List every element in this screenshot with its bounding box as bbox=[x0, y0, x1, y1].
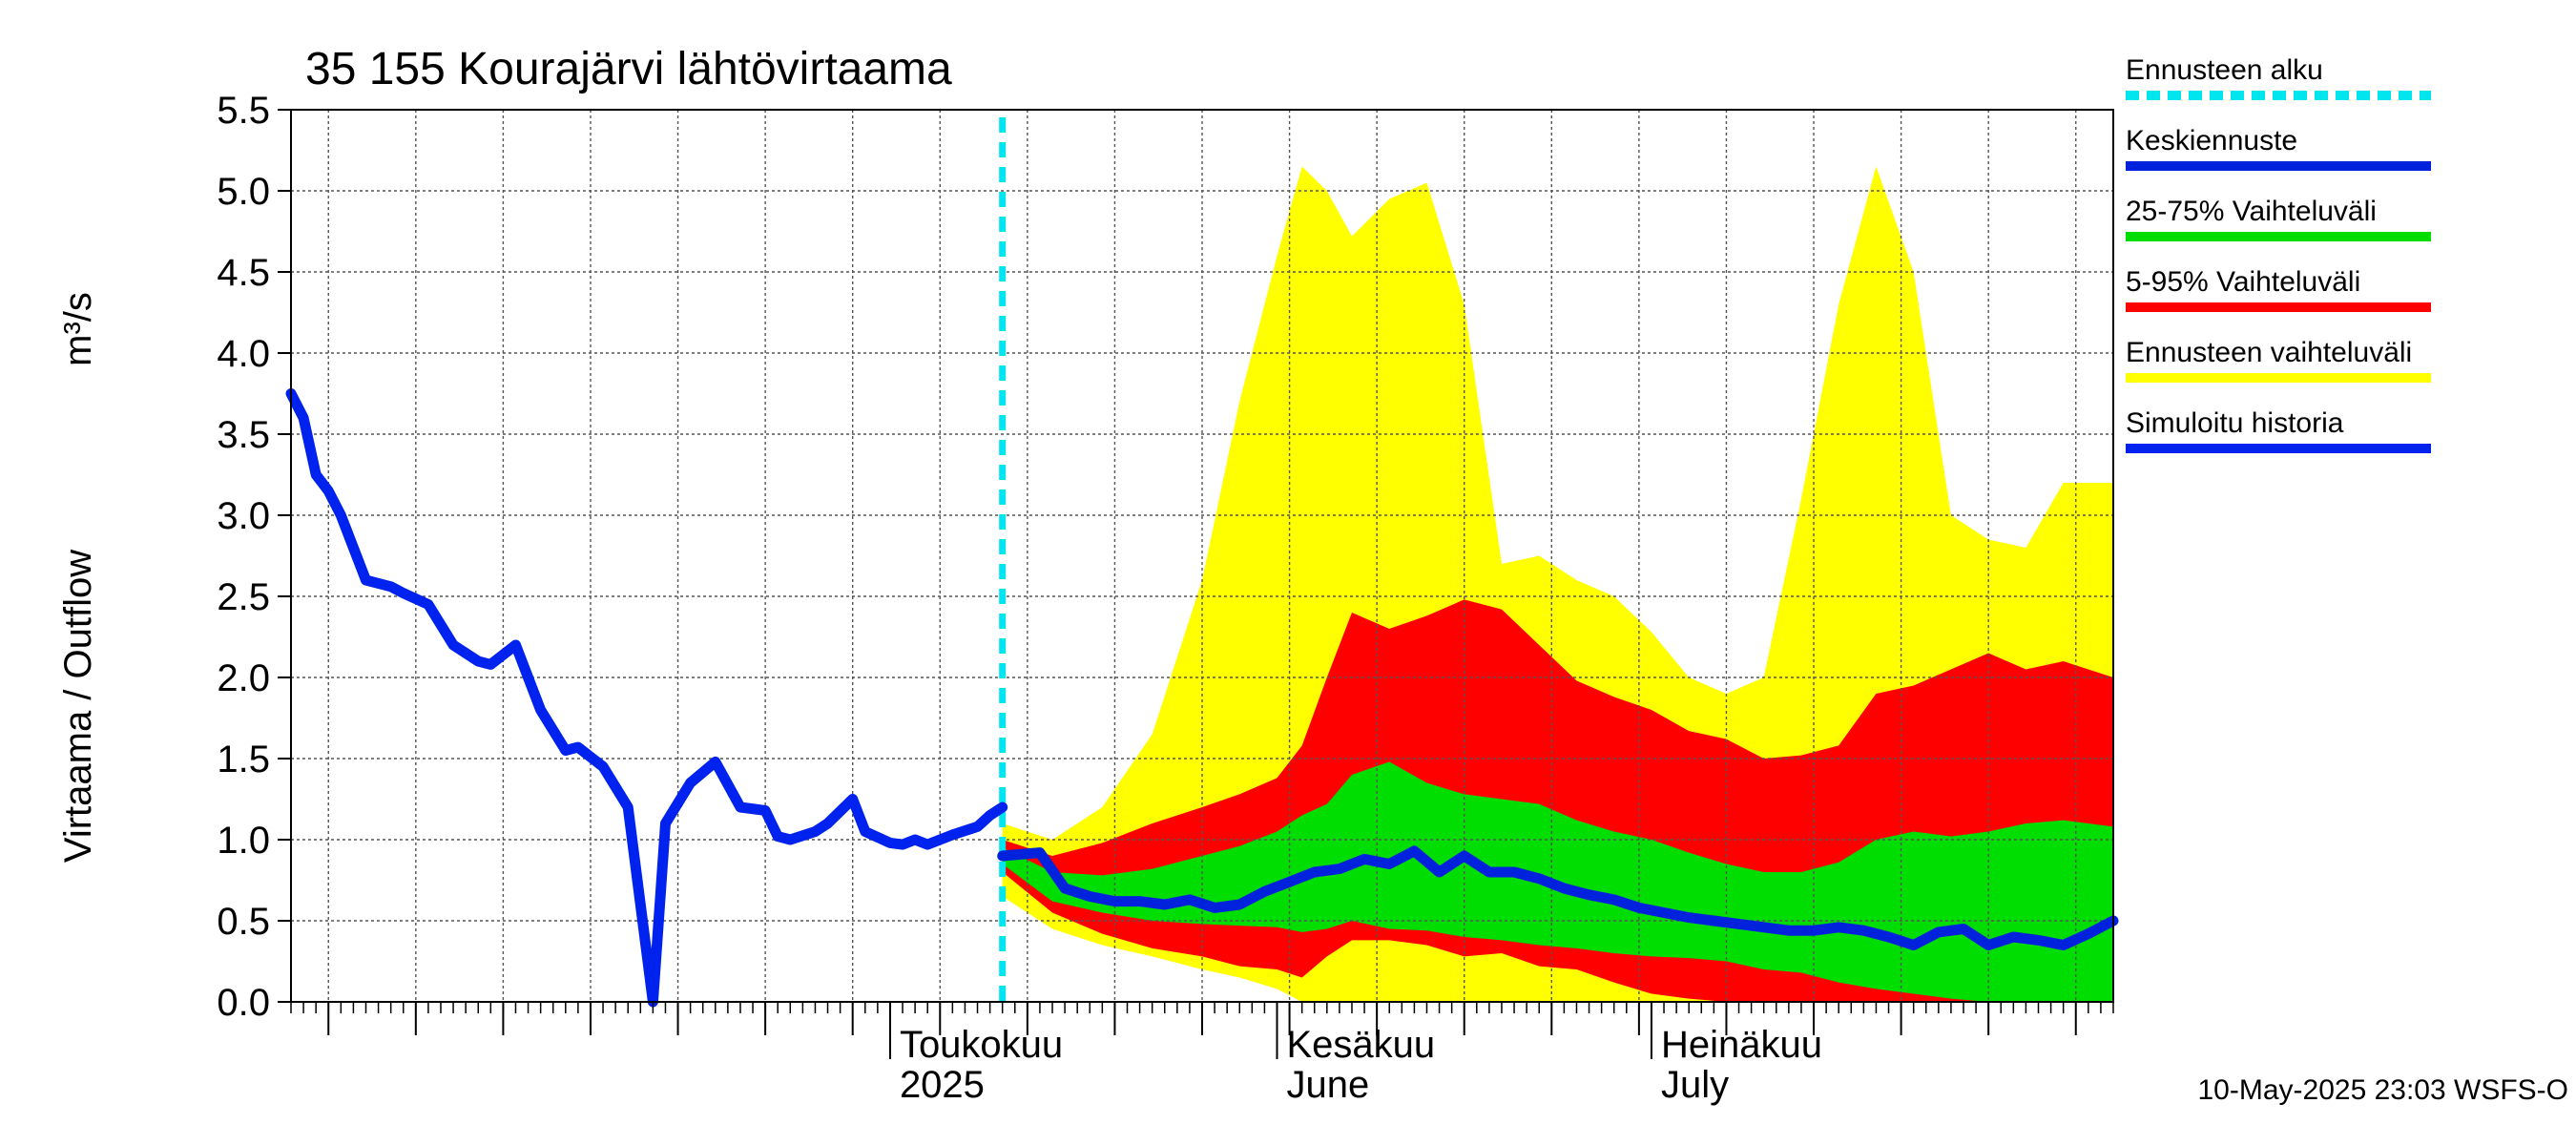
legend-label: Ennusteen alku bbox=[2126, 54, 2323, 86]
x-month-sublabel: July bbox=[1661, 1064, 1729, 1106]
x-month-label: Heinäkuu bbox=[1661, 1024, 1822, 1066]
y-tick-label: 3.5 bbox=[217, 414, 270, 456]
legend-label: Simuloitu historia bbox=[2126, 407, 2344, 439]
timestamp-footer: 10-May-2025 23:03 WSFS-O bbox=[2198, 1074, 2569, 1106]
x-month-label: Toukokuu bbox=[900, 1024, 1063, 1066]
legend: Ennusteen alku Keskiennuste 25-75% Vaihtel… bbox=[2126, 54, 2431, 453]
y-tick-label: 5.0 bbox=[217, 171, 270, 213]
y-tick-label: 2.0 bbox=[217, 657, 270, 699]
axes bbox=[278, 109, 2114, 1059]
y-axis-label: Virtaama / Outflow bbox=[57, 550, 99, 863]
mean-forecast-line bbox=[997, 845, 2119, 950]
x-month-sublabel: 2025 bbox=[900, 1064, 985, 1106]
chart-title: 35 155 Kourajärvi lähtövirtaama bbox=[305, 44, 952, 94]
legend-label: 25-75% Vaihteluväli bbox=[2126, 196, 2377, 227]
history-line bbox=[285, 388, 1008, 1008]
y-tick-label: 4.5 bbox=[217, 252, 270, 294]
y-axis-unit: m³/s bbox=[57, 292, 99, 366]
y-tick-label: 0.0 bbox=[217, 982, 270, 1024]
y-tick-label: 0.5 bbox=[217, 901, 270, 943]
y-tick-label: 1.0 bbox=[217, 820, 270, 862]
y-tick-labels: 0.0 0.5 1.0 1.5 2.0 2.5 3.0 3.5 4.0 4.5 5.0 5.5 bbox=[217, 90, 270, 1024]
forecast-bands bbox=[1002, 166, 2113, 1002]
x-month-label: Kesäkuu bbox=[1286, 1024, 1435, 1066]
y-tick-label: 5.5 bbox=[217, 90, 270, 132]
legend-label: Ennusteen vaihteluväli bbox=[2126, 337, 2412, 368]
y-tick-label: 4.0 bbox=[217, 333, 270, 375]
legend-label: Keskiennuste bbox=[2126, 125, 2297, 156]
x-month-sublabel: June bbox=[1286, 1064, 1369, 1106]
y-tick-label: 2.5 bbox=[217, 576, 270, 618]
y-tick-label: 1.5 bbox=[217, 739, 270, 781]
legend-label: 5-95% Vaihteluväli bbox=[2126, 266, 2360, 298]
series-lines bbox=[285, 388, 2119, 1008]
y-tick-label: 3.0 bbox=[217, 495, 270, 537]
